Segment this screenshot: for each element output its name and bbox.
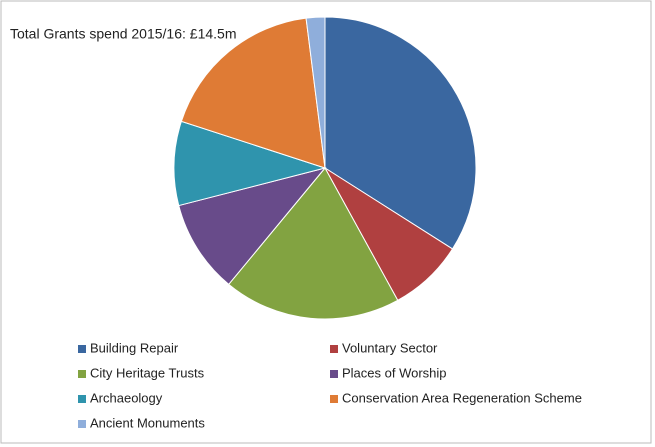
pie-slice — [173, 120, 327, 207]
legend-swatch — [78, 370, 86, 378]
legend-swatch — [330, 345, 338, 353]
legend-label: Places of Worship — [342, 365, 447, 380]
pie-slice — [228, 167, 399, 320]
legend-swatch — [330, 370, 338, 378]
chart-title: Total Grants spend 2015/16: £14.5m — [10, 26, 236, 42]
pie-slice — [180, 17, 326, 169]
legend-swatch — [78, 345, 86, 353]
legend-swatch — [78, 395, 86, 403]
pie-slice — [178, 167, 327, 286]
legend-label: Voluntary Sector — [342, 340, 438, 355]
legend-label: Ancient Monuments — [90, 415, 205, 430]
legend-swatch — [78, 420, 86, 428]
pie-slice — [305, 16, 326, 169]
legend-label: Building Repair — [90, 340, 179, 355]
legend-label: Archaeology — [90, 390, 163, 405]
legend-label: Conservation Area Regeneration Scheme — [342, 390, 582, 405]
legend-swatch — [330, 395, 338, 403]
legend-label: City Heritage Trusts — [90, 365, 205, 380]
pie-slice — [324, 16, 477, 250]
